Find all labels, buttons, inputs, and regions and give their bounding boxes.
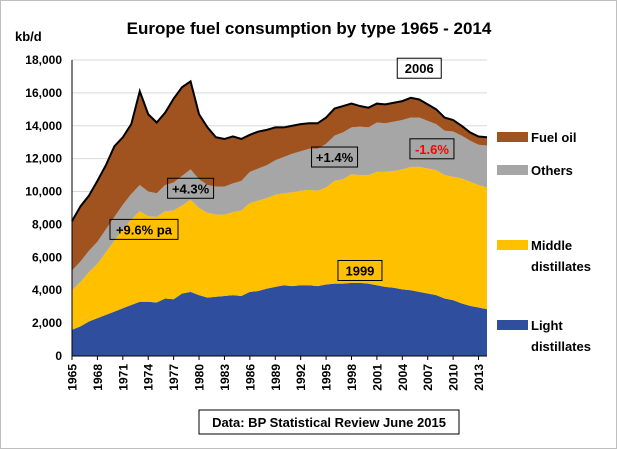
x-tick-label: 1968 xyxy=(91,364,105,391)
x-tick-label: 2010 xyxy=(447,364,461,391)
x-tick-label: 1995 xyxy=(320,364,334,391)
chart-title: Europe fuel consumption by type 1965 - 2… xyxy=(127,19,492,38)
annotation: 2006 xyxy=(396,57,442,79)
x-tick-label: 2007 xyxy=(421,364,435,391)
x-tick-label: 1980 xyxy=(193,364,207,391)
annotation: -1.6% xyxy=(409,138,455,160)
area-middle-distillates xyxy=(72,166,487,330)
annotation: +1.4% xyxy=(311,146,359,168)
total-outline xyxy=(71,79,488,222)
x-tick-label: 1983 xyxy=(218,364,232,391)
x-tick-label: 2004 xyxy=(396,364,410,391)
annotation-text: +9.6% pa xyxy=(116,222,173,237)
source-note: Data: BP Statistical Review June 2015 xyxy=(198,409,460,435)
x-tick-label: 1986 xyxy=(243,364,257,391)
x-tick-label: 1965 xyxy=(66,364,80,391)
annotation-box xyxy=(409,138,455,160)
y-tick-label: 2,000 xyxy=(32,316,62,330)
annotation-text: 2006 xyxy=(405,61,434,76)
annotation-text: +4.3% xyxy=(172,181,210,196)
annotation-box xyxy=(311,146,359,168)
legend-swatch-others xyxy=(497,165,528,175)
legend-swatch-fuel-oil xyxy=(497,132,528,142)
legend-swatch-middle-distillates xyxy=(497,240,528,250)
annotation-text: +1.4% xyxy=(316,150,354,165)
annotation-box xyxy=(167,177,215,199)
y-axis-unit: kb/d xyxy=(15,29,42,44)
y-tick-label: 12,000 xyxy=(25,152,62,166)
area-others xyxy=(72,117,487,291)
annotations: +9.6% pa +4.3% +1.4% -1.6% 1999 2006 xyxy=(109,57,455,281)
y-tick-label: 8,000 xyxy=(32,217,62,231)
x-tick-labels: 1965 1968 1971 1974 1977 1980 1983 1986 1989 1992… xyxy=(66,364,487,391)
annotation-box xyxy=(337,259,383,281)
annotation-text: 1999 xyxy=(345,263,374,278)
legend-label-light-distillates: Light distillates xyxy=(531,318,591,354)
y-tick-labels: 0 2,000 4,000 6,000 8,000 10,000 12,000 14,000 1… xyxy=(25,53,62,363)
x-tick-label: 1977 xyxy=(167,364,181,391)
annotation-box xyxy=(396,57,442,79)
legend-swatch-light-distillates xyxy=(497,320,528,330)
x-tick-label: 2001 xyxy=(370,364,384,391)
x-tick-label: 2013 xyxy=(472,364,486,391)
area-light-distillates xyxy=(72,282,487,356)
x-tick-label: 1989 xyxy=(269,364,283,391)
legend-label-others: Others xyxy=(531,163,573,178)
axes xyxy=(71,60,487,360)
annotation-text: -1.6% xyxy=(415,142,449,157)
legend-label-fuel-oil: Fuel oil xyxy=(531,130,577,145)
area-fuel-oil xyxy=(72,81,487,271)
y-tick-label: 18,000 xyxy=(25,53,62,67)
y-tick-label: 16,000 xyxy=(25,86,62,100)
x-tick-label: 1998 xyxy=(345,364,359,391)
annotation: +4.3% xyxy=(167,177,215,199)
source-text: Data: BP Statistical Review June 2015 xyxy=(212,415,446,430)
y-tick-label: 6,000 xyxy=(32,250,62,264)
x-tick-label: 1971 xyxy=(116,364,130,391)
stacked-areas xyxy=(71,79,488,356)
x-tick-label: 1992 xyxy=(294,364,308,391)
annotation: +9.6% pa xyxy=(109,218,179,240)
x-tick-label: 1974 xyxy=(142,364,156,391)
y-tick-label: 4,000 xyxy=(32,283,62,297)
annotation-box xyxy=(109,218,179,240)
annotation: 1999 xyxy=(337,259,383,281)
y-tick-label: 0 xyxy=(55,349,62,363)
legend: Fuel oil Others Middle distillates Light dist… xyxy=(497,130,591,354)
y-tick-label: 14,000 xyxy=(25,119,62,133)
legend-label-middle-distillates: Middle distillates xyxy=(531,238,591,274)
y-tick-label: 10,000 xyxy=(25,185,62,199)
